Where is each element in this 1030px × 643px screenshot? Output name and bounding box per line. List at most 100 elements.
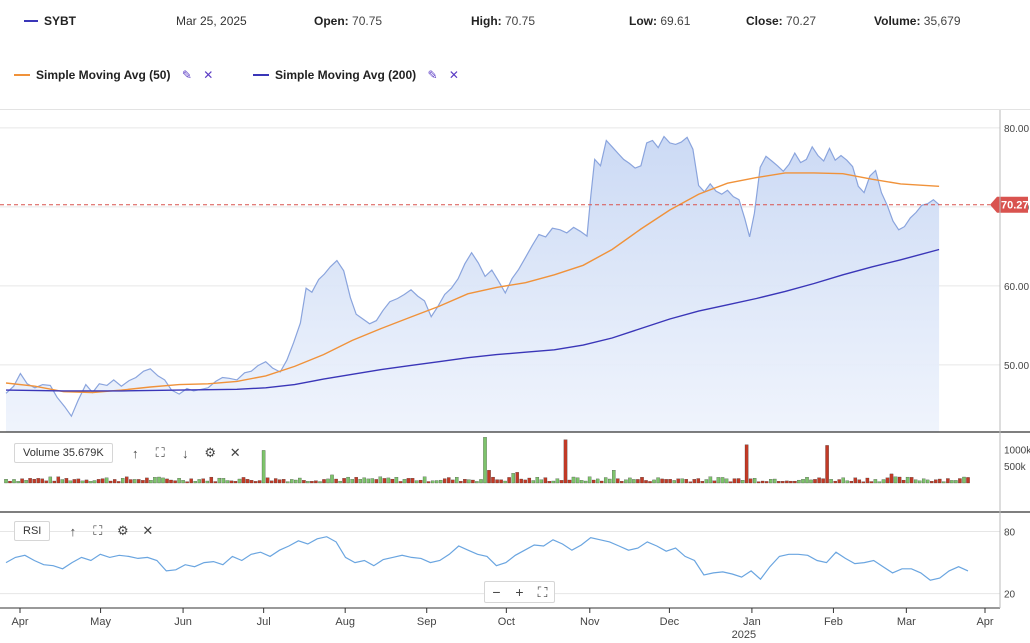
volume-bar bbox=[652, 479, 656, 484]
volume-bar bbox=[394, 477, 399, 484]
ohlc-header: SYBT Mar 25, 2025 Open: 70.75 High: 70.7… bbox=[0, 0, 1030, 44]
volume-tick-label: 1000k bbox=[1004, 445, 1030, 456]
volume-bar bbox=[595, 478, 600, 484]
volume-bar bbox=[857, 479, 862, 484]
rsi-pane-toolbar: RSI ↑ ⛶ ⚙ ✕ bbox=[14, 520, 160, 542]
volume-bar bbox=[535, 477, 540, 484]
volume-bar bbox=[310, 481, 314, 484]
volume-bar bbox=[648, 481, 652, 484]
volume-bar bbox=[459, 481, 463, 484]
sma200-swatch bbox=[253, 73, 269, 76]
year-label: 2025 bbox=[732, 629, 756, 641]
volume-value: 35,679 bbox=[923, 14, 961, 28]
volume-bar bbox=[350, 479, 354, 484]
volume-bar bbox=[708, 476, 713, 484]
last-price-tag-text: 70.27 bbox=[1001, 200, 1029, 212]
arrow-up-icon[interactable]: ↑ bbox=[69, 523, 77, 539]
volume-bar bbox=[76, 478, 81, 484]
sma200-line bbox=[5, 248, 940, 392]
volume-bar bbox=[865, 477, 870, 484]
gear-icon[interactable]: ⚙ bbox=[117, 523, 129, 538]
volume-bar bbox=[426, 481, 431, 484]
volume-bar bbox=[277, 479, 282, 484]
volume-bar bbox=[889, 473, 894, 484]
maximize-icon[interactable]: ⛶ bbox=[155, 445, 165, 460]
volume-bar bbox=[507, 477, 511, 484]
volume-bar bbox=[442, 478, 447, 484]
close-icon[interactable]: ✕ bbox=[448, 68, 459, 82]
zoom-in-button[interactable]: + bbox=[515, 584, 524, 600]
volume-bar bbox=[181, 480, 185, 484]
sma200-label: Simple Moving Avg (200) bbox=[275, 68, 417, 82]
high-readout: High: 70.75 bbox=[471, 14, 535, 28]
volume-axis: 1000k 500k bbox=[1004, 445, 1030, 473]
volume-bar bbox=[269, 480, 274, 484]
volume-bar bbox=[877, 481, 882, 484]
volume-bar bbox=[740, 480, 745, 484]
volume-bar bbox=[60, 479, 65, 484]
volume-bar bbox=[338, 480, 342, 484]
time-tick-label: Mar bbox=[897, 616, 916, 628]
volume-bar bbox=[853, 477, 858, 484]
volume-bar bbox=[362, 477, 366, 484]
symbol-legend: SYBT bbox=[24, 14, 76, 28]
header-divider bbox=[0, 109, 1030, 110]
close-icon[interactable]: ✕ bbox=[229, 445, 241, 460]
close-icon[interactable]: ✕ bbox=[142, 523, 154, 538]
volume-bar bbox=[789, 480, 793, 484]
volume-bar bbox=[318, 481, 322, 484]
gear-icon[interactable]: ⚙ bbox=[204, 445, 217, 460]
volume-bar bbox=[173, 480, 177, 484]
volume-bar bbox=[696, 478, 701, 484]
legend-sma200: Simple Moving Avg (200) ✎ ✕ bbox=[253, 68, 459, 82]
rsi-tick-label: 20 bbox=[1004, 590, 1016, 601]
volume-bar bbox=[849, 480, 854, 484]
open-label: Open: bbox=[314, 14, 349, 28]
price-area bbox=[6, 136, 940, 432]
volume-bar bbox=[873, 479, 878, 484]
volume-bar bbox=[837, 479, 841, 484]
price-tick-label: 80.00 bbox=[1004, 124, 1029, 135]
volume-bar bbox=[523, 479, 527, 484]
volume-label: Volume: bbox=[874, 14, 921, 28]
volume-bar bbox=[326, 478, 330, 484]
volume-bar bbox=[32, 478, 36, 484]
volume-bar bbox=[555, 478, 560, 484]
volume-bar bbox=[253, 481, 258, 484]
fit-screen-icon[interactable]: ⛶ bbox=[537, 584, 548, 600]
time-tick-label: Dec bbox=[660, 616, 680, 628]
volume-bar bbox=[764, 481, 769, 484]
volume-bar bbox=[620, 481, 624, 484]
volume-bar bbox=[499, 479, 503, 484]
volume-bar bbox=[913, 479, 918, 484]
volume-bar bbox=[374, 479, 379, 484]
volume-bar bbox=[124, 476, 129, 484]
volume-bar bbox=[475, 481, 479, 484]
volume-bar bbox=[950, 480, 954, 484]
close-icon[interactable]: ✕ bbox=[203, 68, 214, 82]
time-tick-label: Jun bbox=[174, 616, 192, 628]
volume-bar bbox=[938, 478, 942, 484]
maximize-icon[interactable]: ⛶ bbox=[93, 523, 103, 538]
arrow-up-icon[interactable]: ↑ bbox=[131, 445, 139, 461]
volume-bar bbox=[869, 481, 874, 484]
volume-bar bbox=[40, 478, 44, 484]
volume-bar bbox=[455, 477, 459, 484]
pencil-icon[interactable]: ✎ bbox=[181, 68, 192, 82]
volume-bar bbox=[366, 478, 371, 484]
volume-bar bbox=[273, 478, 278, 484]
volume-bar bbox=[897, 476, 902, 484]
volume-bar bbox=[756, 481, 761, 484]
volume-bar bbox=[684, 479, 688, 484]
volume-bar bbox=[378, 476, 383, 484]
volume-bar bbox=[781, 481, 785, 484]
pencil-icon[interactable]: ✎ bbox=[427, 68, 438, 82]
volume-bar bbox=[447, 477, 451, 484]
volume-bar bbox=[797, 479, 801, 484]
volume-bar bbox=[841, 477, 845, 484]
arrow-down-icon[interactable]: ↓ bbox=[181, 445, 189, 461]
volume-bar bbox=[672, 480, 676, 484]
zoom-out-button[interactable]: − bbox=[492, 584, 501, 600]
